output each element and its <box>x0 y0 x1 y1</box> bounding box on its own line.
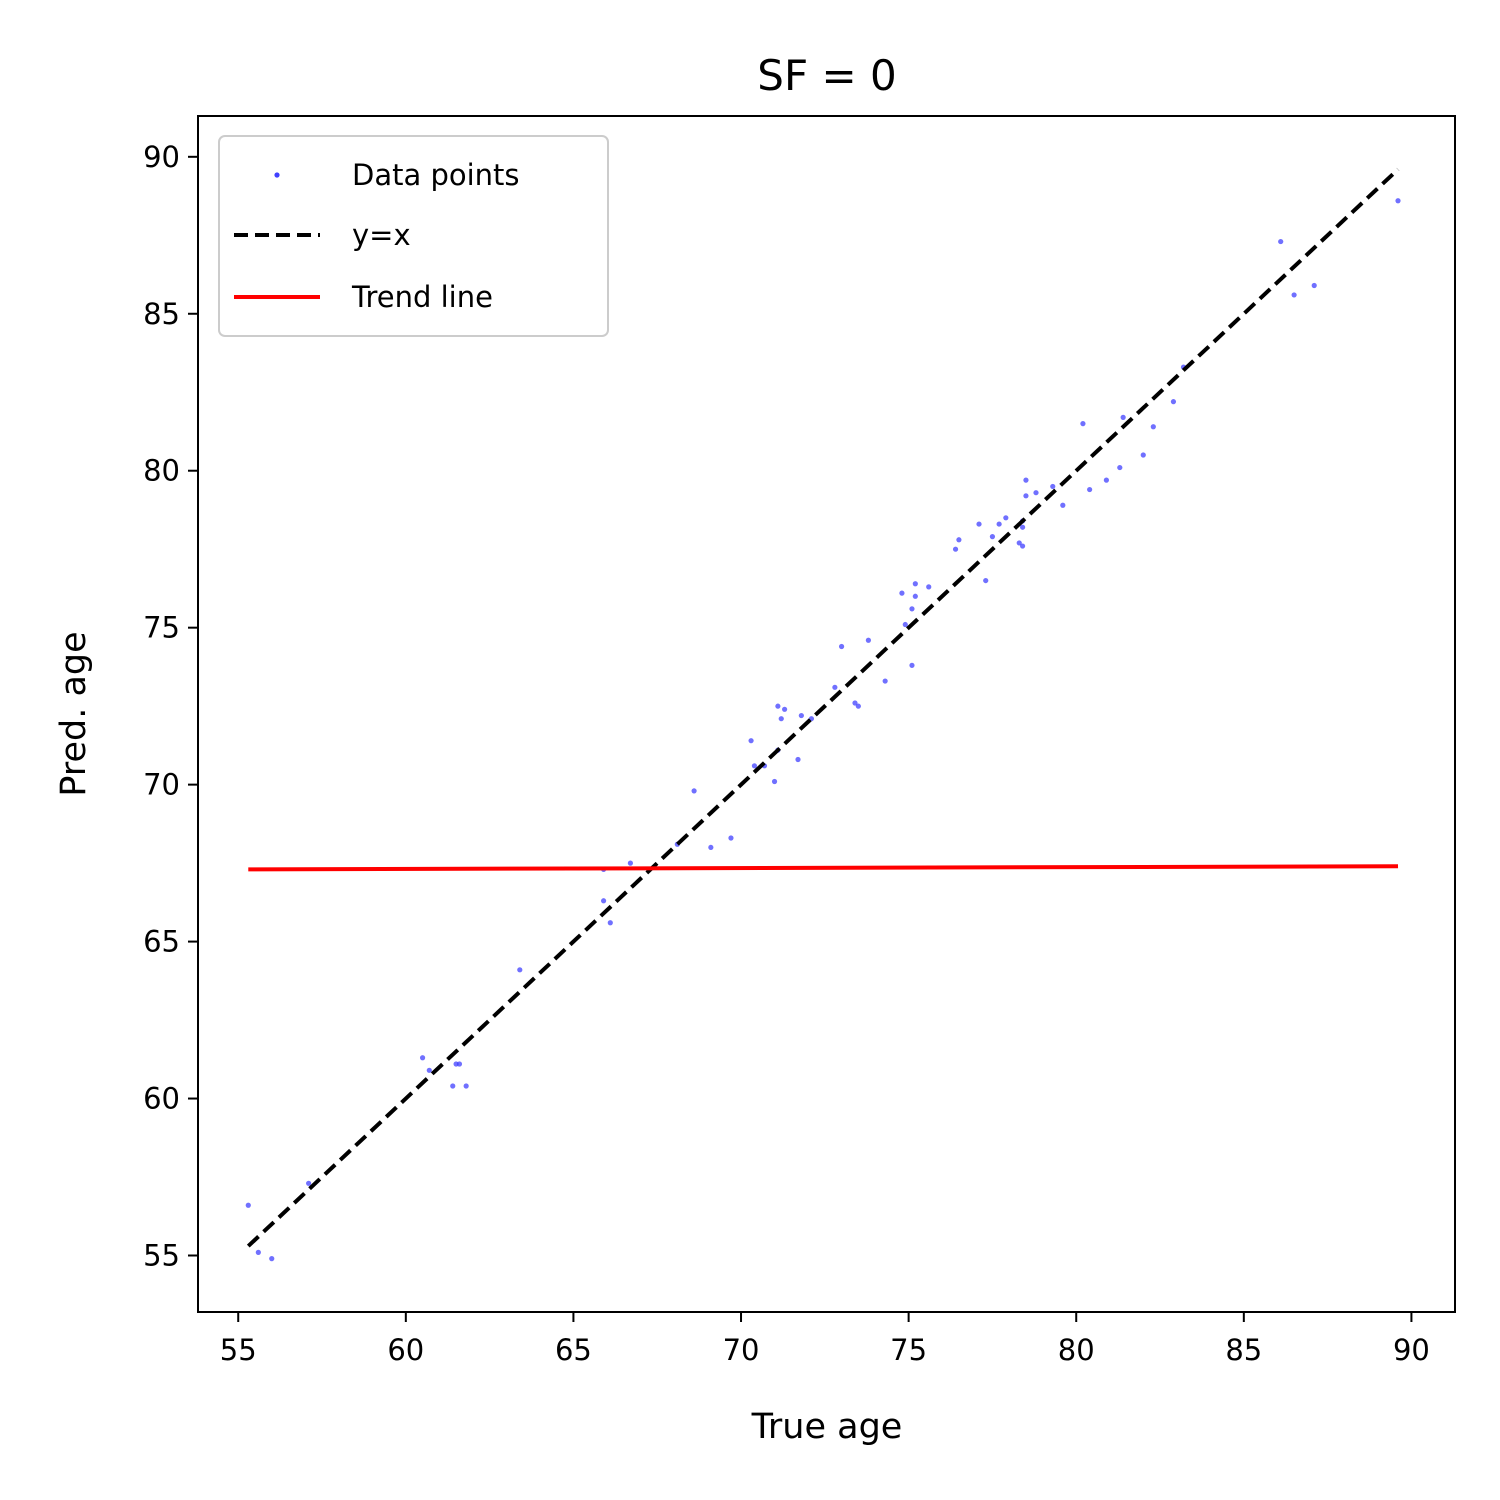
data-point <box>426 1067 432 1073</box>
data-point <box>912 581 918 587</box>
data-point <box>1103 477 1109 483</box>
data-point <box>909 606 915 612</box>
data-point <box>306 1180 312 1186</box>
plot-frame <box>197 115 1456 1313</box>
y-tick-label: 90 <box>143 140 180 174</box>
y-tick-label: 60 <box>143 1082 180 1116</box>
data-point <box>728 835 734 841</box>
data-point <box>1016 540 1022 546</box>
data-point <box>1087 486 1093 493</box>
data-point <box>1033 490 1039 496</box>
data-point <box>691 788 697 794</box>
chart-title: SF = 0 <box>757 51 896 100</box>
x-axis-label: True age <box>751 1407 903 1447</box>
data-point <box>775 703 781 709</box>
data-point <box>419 1055 426 1061</box>
data-point <box>1120 414 1126 420</box>
data-point <box>627 860 634 866</box>
data-point <box>899 590 905 596</box>
x-tick-label: 70 <box>723 1333 760 1367</box>
data-point <box>1019 524 1026 530</box>
x-tick-label: 60 <box>387 1333 424 1367</box>
data-point <box>607 920 613 926</box>
y-tick-label: 75 <box>143 611 180 645</box>
data-point <box>1023 477 1029 483</box>
data-point <box>865 637 872 643</box>
data-point <box>1278 238 1284 245</box>
data-point <box>1060 502 1066 508</box>
data-point <box>838 643 845 650</box>
legend-marker-data-points <box>274 172 280 178</box>
data-point <box>902 621 908 628</box>
data-point <box>795 756 801 763</box>
data-point <box>996 521 1002 527</box>
trend-line <box>248 864 1399 872</box>
data-point <box>1150 424 1156 430</box>
data-point <box>517 967 523 973</box>
identity-line <box>246 167 1400 1248</box>
y-tick-label: 70 <box>143 768 180 802</box>
data-point <box>1003 515 1009 521</box>
data-point <box>798 712 804 719</box>
legend: Data points y=x Trend line <box>218 135 609 337</box>
data-point <box>771 778 778 785</box>
data-point <box>751 763 758 769</box>
data-point <box>952 546 959 552</box>
x-tick-label: 80 <box>1058 1333 1095 1367</box>
data-point <box>912 593 918 599</box>
data-point <box>600 898 607 904</box>
data-point <box>708 844 714 851</box>
data-point <box>832 684 838 690</box>
data-point <box>456 1061 463 1067</box>
data-point <box>1311 282 1317 289</box>
data-point <box>1170 399 1177 405</box>
data-point <box>852 700 858 706</box>
data-point <box>463 1083 469 1089</box>
x-tick-label: 75 <box>890 1333 927 1367</box>
x-tick-label: 90 <box>1393 1333 1430 1367</box>
data-point <box>1117 464 1123 471</box>
x-tick-label: 55 <box>220 1333 257 1367</box>
data-point <box>926 584 932 590</box>
legend-label-data-points: Data points <box>352 158 520 192</box>
data-point <box>245 1202 251 1208</box>
data-point <box>269 1256 275 1262</box>
data-point <box>778 716 784 722</box>
x-tick-label: 85 <box>1225 1333 1262 1367</box>
x-axis: 55 60 65 70 75 80 85 90 <box>220 1312 1430 1367</box>
legend-label-trend-line: Trend line <box>351 280 493 314</box>
data-point <box>983 577 989 584</box>
y-tick-label: 55 <box>143 1238 180 1272</box>
data-point <box>1140 452 1146 458</box>
x-tick-label: 65 <box>555 1333 592 1367</box>
data-point <box>989 534 996 540</box>
data-point <box>1019 543 1026 549</box>
data-point <box>855 703 861 709</box>
y-axis-label: Pred. age <box>54 631 94 796</box>
data-point <box>1050 483 1056 490</box>
data-point <box>976 521 982 527</box>
data-point <box>1080 421 1086 427</box>
y-axis: 55 60 65 70 75 80 85 90 <box>143 140 198 1272</box>
data-point <box>909 662 915 668</box>
data-point <box>1291 292 1297 298</box>
legend-label-identity-line: y=x <box>352 218 411 252</box>
data-point <box>255 1249 261 1255</box>
data-point <box>748 738 754 744</box>
data-point <box>1023 493 1029 499</box>
data-point <box>882 678 888 684</box>
data-point <box>782 706 788 712</box>
y-tick-label: 85 <box>143 297 180 331</box>
legend-frame <box>218 135 609 337</box>
data-point <box>450 1083 456 1089</box>
data-point <box>1395 198 1401 204</box>
data-point <box>956 537 962 543</box>
y-tick-label: 65 <box>143 925 180 959</box>
y-tick-label: 80 <box>143 454 180 488</box>
plot-area <box>245 167 1401 1262</box>
